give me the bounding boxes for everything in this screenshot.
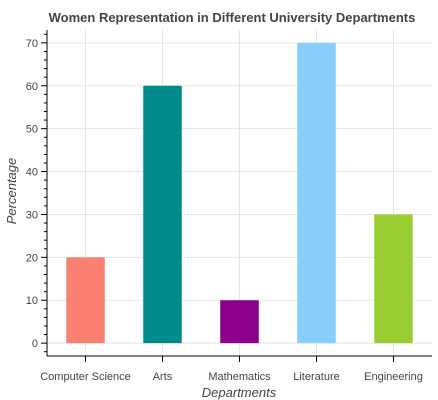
x-tick-label: Literature [293, 371, 339, 383]
y-tick-label: 60 [26, 81, 38, 93]
y-tick-label: 40 [26, 167, 38, 179]
x-tick-label: Mathematics [208, 371, 271, 383]
y-tick-label: 70 [26, 38, 38, 50]
x-tick-label: Engineering [364, 371, 423, 383]
x-tick-label: Arts [153, 371, 173, 383]
y-tick-label: 10 [26, 295, 38, 307]
bars [66, 42, 413, 344]
x-axis-label: Departments [202, 385, 277, 400]
chart-title: Women Representation in Different Univer… [49, 10, 416, 25]
y-ticks: 0 10 20 30 40 50 60 70 [26, 33, 47, 353]
bar-literature [297, 42, 336, 344]
bar-arts [143, 85, 182, 344]
y-tick-label: 50 [26, 124, 38, 136]
x-tick-label: Computer Science [40, 371, 131, 383]
y-tick-label: 20 [26, 252, 38, 264]
bar-engineering [374, 214, 413, 344]
x-ticks: Computer Science Arts Mathematics Literatur… [40, 356, 423, 383]
y-tick-label: 30 [26, 209, 38, 221]
y-tick-label: 0 [32, 338, 38, 350]
bar-computer-science [66, 257, 105, 344]
y-axis-label: Percentage [4, 158, 19, 225]
bar-mathematics [220, 300, 259, 344]
